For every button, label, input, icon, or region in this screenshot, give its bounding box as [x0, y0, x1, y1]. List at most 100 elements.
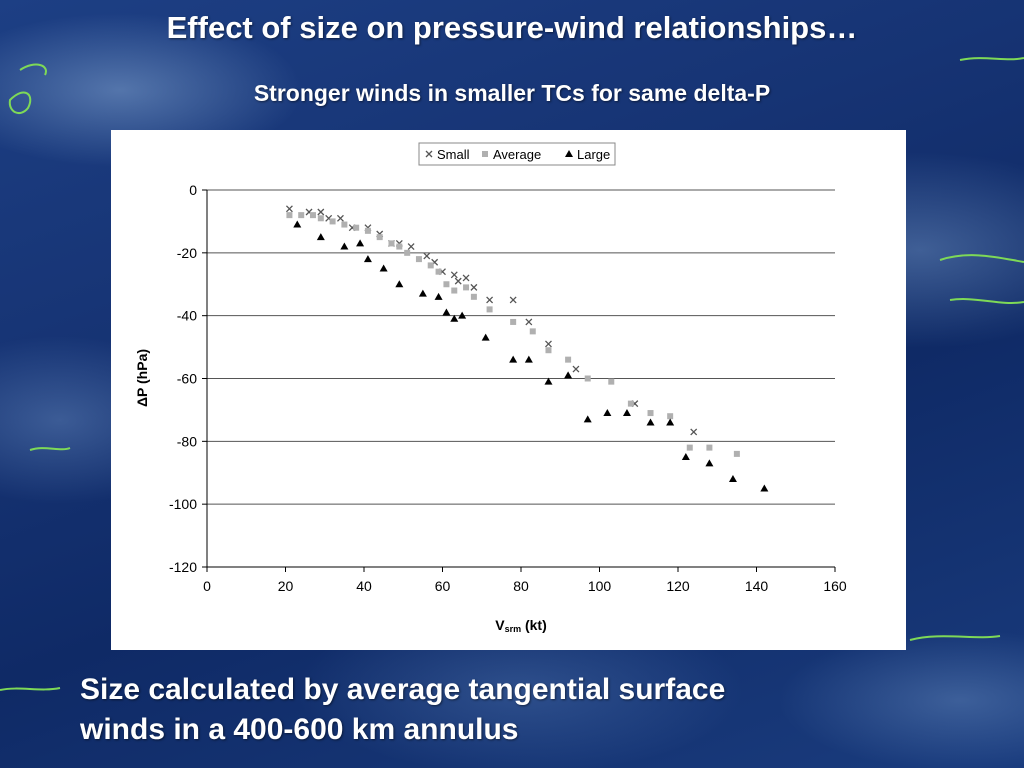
data-point-large: [316, 233, 325, 241]
y-tick-label: -100: [169, 496, 197, 512]
data-point-average: [486, 306, 493, 313]
y-axis-label: ΔP (hPa): [134, 349, 150, 407]
data-point-large: [395, 280, 404, 288]
scatter-chart: 0 -20 -40 -60 -80 -100 -120 0 20 40 60 80 100 120 140 1…: [134, 142, 847, 634]
data-point-large: [340, 242, 349, 250]
data-point-average: [451, 287, 458, 294]
data-point-average: [608, 378, 615, 385]
legend-box: [418, 142, 616, 166]
data-point-large: [379, 264, 388, 272]
y-tick-label: -80: [177, 433, 197, 449]
y-tick-label: -60: [177, 371, 197, 387]
data-marks: [285, 205, 769, 492]
data-point-small: [462, 274, 470, 282]
slide-title: Effect of size on pressure-wind relation…: [166, 10, 858, 45]
data-point-small: [450, 271, 458, 279]
data-point-average: [565, 356, 572, 363]
data-point-average: [706, 444, 713, 451]
data-point-average: [647, 410, 654, 417]
legend-label-large: Large: [577, 147, 610, 162]
data-point-large: [458, 311, 467, 319]
data-point-average: [341, 221, 348, 228]
data-point-average: [388, 240, 395, 247]
tick-labels: 0 -20 -40 -60 -80 -100 -120 0 20 40 60 80 100 120 140 1…: [169, 182, 847, 594]
grid-lines: [202, 189, 836, 572]
footer-caption: Size calculated by average tangential su…: [80, 670, 980, 750]
x-tick-label: 20: [278, 578, 294, 594]
y-tick-label: -40: [177, 308, 197, 324]
data-point-small: [690, 428, 698, 436]
data-point-large: [442, 308, 451, 316]
footer-line-2: winds in a 400-600 km annulus: [80, 713, 519, 746]
y-tick-label: -20: [177, 245, 197, 261]
legend-marker-large: [565, 150, 573, 157]
data-point-average: [286, 212, 293, 219]
data-point-large: [524, 355, 533, 363]
data-point-small: [525, 318, 533, 326]
x-tick-label: 40: [356, 578, 372, 594]
data-point-large: [544, 377, 553, 385]
slide-subtitle: Stronger winds in smaller TCs for same d…: [253, 80, 771, 106]
data-point-large: [450, 314, 459, 322]
data-point-small: [336, 214, 344, 222]
data-point-large: [728, 475, 737, 483]
x-tick-label: 80: [513, 578, 529, 594]
chart-panel: 0 -20 -40 -60 -80 -100 -120 0 20 40 60 80 100 120 140 1…: [111, 130, 906, 650]
data-point-small: [470, 283, 478, 291]
x-tick-label: 100: [588, 578, 612, 594]
legend-marker-small: [425, 150, 433, 158]
data-point-large: [681, 453, 690, 461]
data-point-large: [434, 292, 443, 300]
data-point-large: [356, 239, 365, 247]
data-point-average: [427, 262, 434, 269]
data-point-small: [509, 296, 517, 304]
data-point-average: [529, 328, 536, 335]
series-small: [285, 205, 698, 436]
data-point-average: [667, 413, 674, 420]
data-point-average: [545, 347, 552, 354]
y-tick-label: -120: [169, 559, 197, 575]
data-point-average: [415, 256, 422, 263]
data-point-average: [627, 400, 634, 407]
data-point-average: [584, 375, 591, 382]
data-point-average: [470, 293, 477, 300]
data-point-small: [317, 208, 325, 216]
data-point-average: [686, 444, 693, 451]
legend-label-average: Average: [493, 147, 541, 162]
data-point-small: [285, 205, 293, 213]
data-point-large: [481, 333, 490, 341]
data-point-large: [603, 409, 612, 417]
series-large: [293, 220, 769, 492]
data-point-small: [572, 365, 580, 373]
data-point-average: [364, 227, 371, 234]
data-point-large: [363, 255, 372, 263]
data-point-large: [583, 415, 592, 423]
footer-line-1: Size calculated by average tangential su…: [80, 673, 726, 706]
data-point-large: [622, 409, 631, 417]
data-point-average: [404, 249, 411, 256]
x-tick-label: 120: [666, 578, 690, 594]
x-tick-label: 160: [823, 578, 847, 594]
data-point-large: [293, 220, 302, 228]
data-point-average: [353, 224, 360, 231]
data-point-large: [564, 371, 573, 379]
data-point-average: [317, 215, 324, 222]
legend-label-small: Small: [437, 147, 470, 162]
x-axis-label: Vsrm (kt): [495, 617, 547, 634]
data-point-large: [760, 484, 769, 492]
data-point-large: [418, 289, 427, 297]
data-point-average: [443, 281, 450, 288]
x-tick-label: 0: [203, 578, 211, 594]
data-point-average: [309, 212, 316, 219]
data-point-average: [435, 268, 442, 275]
data-point-average: [463, 284, 470, 291]
axes: [206, 190, 835, 568]
data-point-small: [407, 243, 415, 251]
x-tick-label: 60: [435, 578, 451, 594]
data-point-large: [666, 418, 675, 426]
data-point-small: [454, 277, 462, 285]
y-tick-label: 0: [189, 182, 197, 198]
data-point-large: [705, 459, 714, 467]
data-point-large: [646, 418, 655, 426]
